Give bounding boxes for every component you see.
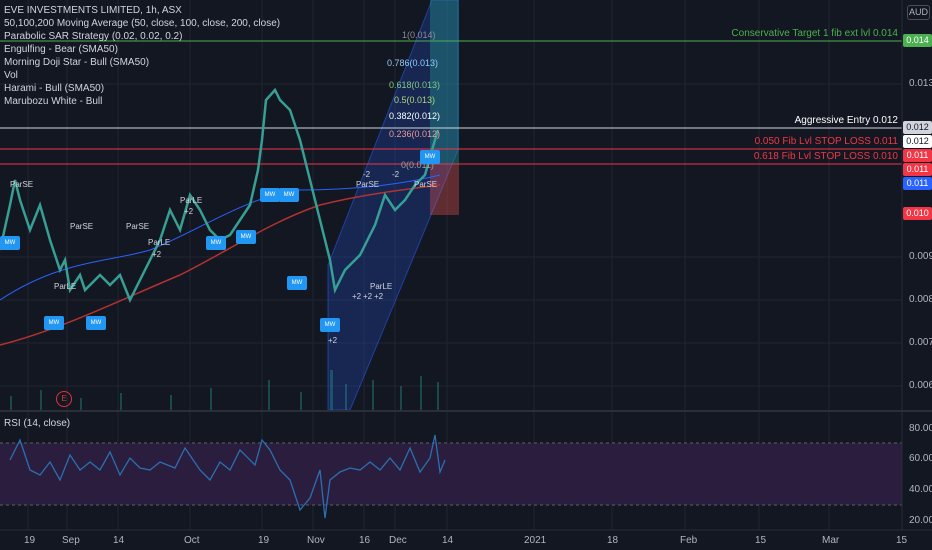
volume-bars: [10, 370, 439, 410]
earnings-event-marker[interactable]: E: [56, 391, 72, 407]
indicator-morning-doji[interactable]: Morning Doji Star - Bull (SMA50): [4, 57, 150, 68]
signal-label: ParSE: [10, 180, 34, 189]
fib-level-1: 1(0.014): [402, 30, 436, 40]
signal-label: ParLE: [180, 196, 203, 205]
pattern-badge[interactable]: MW: [236, 230, 256, 244]
price-tag-stop2: 0.011: [903, 163, 932, 176]
time-axis-label: 15: [896, 535, 908, 546]
pattern-badge[interactable]: MW: [320, 318, 340, 332]
signal-label: -2: [363, 170, 371, 179]
price-tag-last: 0.011: [903, 177, 932, 190]
time-axis-label: 14: [113, 535, 125, 546]
price-axis-label: 0.006: [909, 380, 932, 391]
time-axis-label: Feb: [680, 535, 698, 546]
stop-loss-label-1: 0.050 Fib Lvl STOP LOSS 0.011: [754, 136, 898, 147]
time-axis-label: 19: [258, 535, 270, 546]
signal-label: ParSE: [356, 180, 380, 189]
signal-label: ParLE: [370, 282, 393, 291]
signal-label: +2: [352, 292, 362, 301]
indicator-ma[interactable]: 50,100,200 Moving Average (50, close, 10…: [4, 18, 281, 29]
indicator-psar[interactable]: Parabolic SAR Strategy (0.02, 0.02, 0.2): [4, 31, 183, 42]
stop-loss-label-2: 0.618 Fib Lvl STOP LOSS 0.010: [753, 151, 898, 162]
fib-level-0236: 0.236(0.012): [389, 129, 441, 139]
rsi-band: [0, 443, 902, 505]
fib-level-0: 0(0.011): [401, 160, 434, 170]
chart-legend: EVE INVESTMENTS LIMITED, 1h, ASX 50,100,…: [4, 4, 280, 108]
fib-level-0618: 0.618(0.013): [389, 80, 441, 90]
price-axis-label: 0.007: [909, 337, 932, 348]
time-axis-label: Nov: [307, 535, 325, 546]
time-axis-label: 16: [359, 535, 371, 546]
time-axis-label: 14: [442, 535, 454, 546]
rsi-legend[interactable]: RSI (14, close): [4, 418, 71, 429]
pattern-badge[interactable]: MW: [279, 188, 299, 202]
indicator-harami[interactable]: Harami - Bull (SMA50): [4, 83, 105, 94]
signal-label: ParLE: [148, 238, 171, 247]
time-axis-label: Sep: [62, 535, 80, 546]
aggressive-entry-label: Aggressive Entry 0.012: [794, 115, 898, 126]
fib-level-0786: 0.786(0.013): [387, 58, 439, 68]
rsi-line: [9, 434, 446, 519]
price-tag-ma: 0.010: [903, 207, 932, 220]
time-axis-label: Oct: [184, 535, 200, 546]
time-axis-label: 2021: [524, 535, 547, 546]
pattern-badge[interactable]: MW: [86, 316, 106, 330]
signal-label: +2: [328, 336, 338, 345]
price-tag-fib: 0.012: [903, 135, 932, 148]
pattern-badge[interactable]: MW: [0, 236, 20, 250]
pattern-badge[interactable]: MW: [287, 276, 307, 290]
rsi-axis-label: 60.00: [909, 453, 932, 464]
signal-label: +2: [152, 250, 162, 259]
time-axis-label: Mar: [822, 535, 840, 546]
currency-label[interactable]: AUD: [907, 5, 930, 20]
signal-label: +2: [184, 207, 194, 216]
pattern-badge[interactable]: MW: [260, 188, 280, 202]
pattern-badge[interactable]: MW: [206, 236, 226, 250]
conservative-target-label: Conservative Target 1 fib ext lvl 0.014: [731, 28, 898, 39]
pattern-badge[interactable]: MW: [44, 316, 64, 330]
fib-level-05: 0.5(0.013): [394, 95, 436, 105]
position-stop-zone: [430, 165, 459, 215]
indicator-engulfing[interactable]: Engulfing - Bear (SMA50): [4, 44, 118, 55]
time-axis-label: 15: [755, 535, 767, 546]
price-tag-aggressive: 0.012: [903, 121, 932, 134]
signal-label: ParSE: [126, 222, 150, 231]
time-axis-label: 19: [24, 535, 36, 546]
symbol-title[interactable]: EVE INVESTMENTS LIMITED, 1h, ASX: [4, 5, 182, 16]
price-axis-label: 0.013: [909, 78, 932, 89]
signal-label: -2: [392, 170, 400, 179]
pattern-badge[interactable]: MW: [420, 150, 440, 164]
fib-level-0382: 0.382(0.012): [389, 111, 441, 121]
indicator-vol[interactable]: Vol: [4, 70, 18, 81]
ma-100-line: [0, 174, 441, 301]
signal-label: +2: [363, 292, 373, 301]
time-axis-label: 18: [607, 535, 619, 546]
indicator-marubozu[interactable]: Marubozu White - Bull: [4, 96, 103, 107]
price-axis-label: 0.009: [909, 251, 932, 262]
signal-label: +2: [374, 292, 384, 301]
price-tag-conservative: 0.014: [903, 34, 932, 47]
grid: [0, 0, 902, 530]
rsi-axis-label: 20.00: [909, 515, 932, 526]
rsi-axis-label: 80.00: [909, 423, 932, 434]
price-axis-label: 0.008: [909, 294, 932, 305]
signal-label: ParSE: [70, 222, 94, 231]
signal-label: ParSE: [414, 180, 438, 189]
signal-label: ParLE: [54, 282, 77, 291]
time-axis-label: Dec: [389, 535, 407, 546]
price-tag-stop1: 0.011: [903, 149, 932, 162]
rsi-axis-label: 40.00: [909, 484, 932, 495]
